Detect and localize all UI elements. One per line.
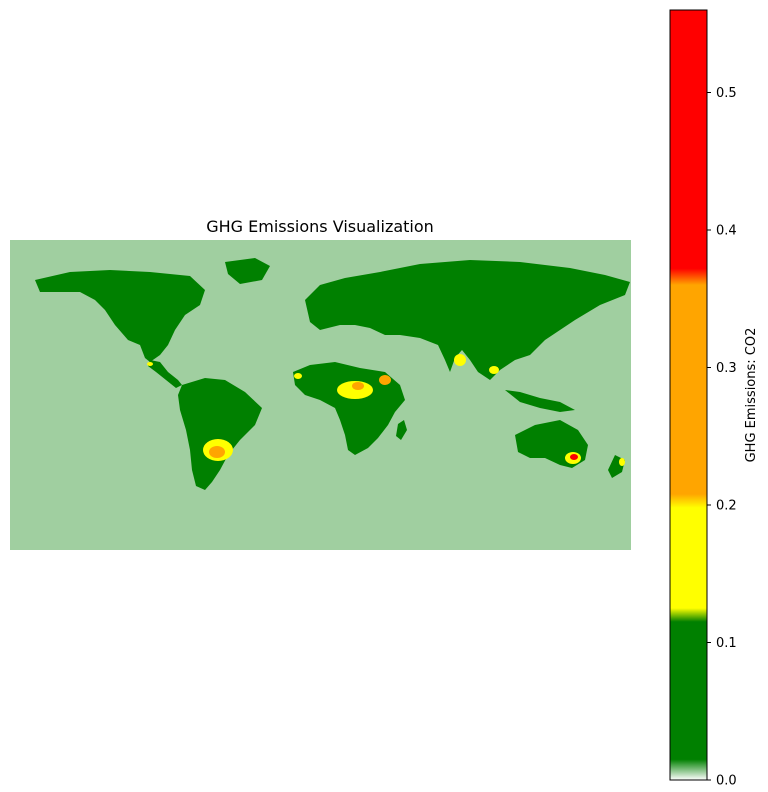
hotspot-se-asia [489,366,499,374]
world-map-image [10,240,631,550]
land-layer [35,258,630,490]
colorbar-tick-label: 0.2 [716,499,737,514]
land-central-america [148,360,182,388]
hotspot-central-africa-core [352,382,364,390]
land-africa [293,362,405,455]
colorbar-tick-label: 0.0 [716,774,737,789]
land-greenland [225,258,270,284]
land-south-america [178,378,262,490]
colorbar-label: GHG Emissions: CO2 [744,328,759,463]
hotspot-east-africa [379,375,391,385]
hotspot-central-africa [337,381,373,399]
colorbar-tick-label: 0.4 [716,224,737,239]
land-eurasia [305,260,630,380]
colorbar-ticks: 0.0 0.1 0.2 0.3 0.4 0.5 [707,86,737,789]
land-indonesia [505,390,575,412]
hotspot-central-america [147,362,153,366]
hotspot-south-america-core [209,446,225,458]
hotspot-west-africa [294,373,302,379]
colorbar-bar [669,9,708,781]
hotspot-india [454,354,466,366]
colorbar-tick-label: 0.5 [716,86,737,101]
colorbar: 0.0 0.1 0.2 0.3 0.4 0.5 GHG Emissions: CO2 [669,9,759,789]
hotspot-australia-core [570,454,578,460]
land-north-america [35,270,205,362]
chart-title: GHG Emissions Visualization [206,217,434,236]
hotspot-layer [147,354,625,466]
hotspot-new-zealand [619,458,625,466]
land-madagascar [396,420,407,440]
colorbar-tick-label: 0.1 [716,636,737,651]
colorbar-tick-label: 0.3 [716,361,737,376]
